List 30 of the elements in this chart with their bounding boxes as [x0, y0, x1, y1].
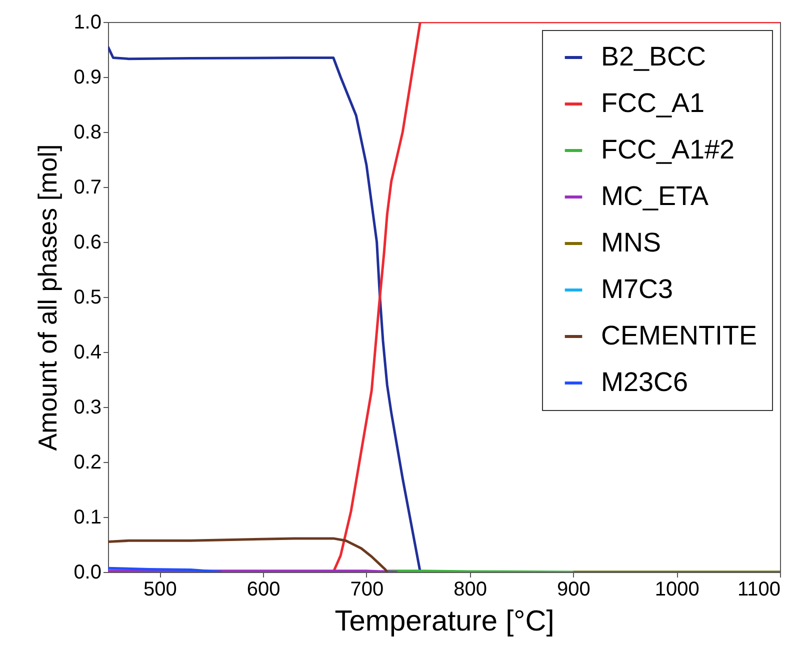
y-tick-label: 0.3	[74, 396, 102, 418]
x-tick-label: 900	[557, 578, 590, 600]
legend-label: CEMENTITE	[601, 320, 758, 350]
x-axis-title: Temperature [°C]	[334, 606, 554, 638]
legend-label: M7C3	[601, 274, 674, 304]
legend-label: FCC_A1	[601, 88, 705, 118]
x-tick-label: 600	[246, 578, 280, 600]
legend-label: M23C6	[601, 367, 688, 397]
x-tick-label: 500	[144, 578, 177, 600]
legend-label: B2_BCC	[601, 42, 706, 72]
x-tick-label: 1100	[737, 578, 780, 600]
line-series	[108, 46, 422, 572]
y-tick-label: 0.5	[74, 286, 102, 308]
legend-label: MNS	[601, 228, 661, 258]
x-tick-label: 700	[350, 578, 384, 600]
legend-label: FCC_A1#2	[601, 134, 735, 164]
y-tick-label: 0.6	[74, 232, 102, 254]
y-axis-title: Amount of all phases [mol]	[32, 144, 63, 451]
y-tick-label: 1.0	[74, 12, 102, 34]
y-tick-label: 0.2	[74, 452, 102, 474]
x-tick-label: 800	[454, 578, 488, 600]
y-tick-label: 0.9	[74, 66, 102, 88]
y-tick-label: 0.0	[74, 562, 102, 584]
legend-label: MC_ETA	[601, 181, 709, 211]
x-tick-label: 1000	[654, 578, 700, 600]
y-tick-label: 0.1	[74, 506, 102, 528]
y-tick-label: 0.8	[74, 122, 102, 144]
y-tick-label: 0.7	[74, 176, 102, 198]
line-series	[108, 537, 388, 572]
y-tick-label: 0.4	[74, 342, 102, 364]
